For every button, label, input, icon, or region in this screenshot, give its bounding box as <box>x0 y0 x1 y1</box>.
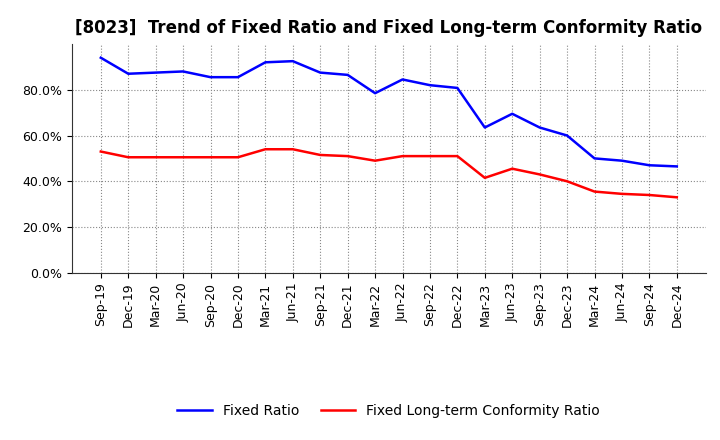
Fixed Ratio <box>508 111 516 117</box>
Line: Fixed Long-term Conformity Ratio: Fixed Long-term Conformity Ratio <box>101 149 677 197</box>
Fixed Long-term Conformity Ratio <box>453 154 462 159</box>
Fixed Ratio <box>590 156 599 161</box>
Fixed Long-term Conformity Ratio <box>179 154 187 160</box>
Fixed Ratio <box>261 60 270 65</box>
Fixed Long-term Conformity Ratio <box>96 149 105 154</box>
Fixed Ratio <box>96 55 105 60</box>
Fixed Ratio <box>179 69 187 74</box>
Legend: Fixed Ratio, Fixed Long-term Conformity Ratio: Fixed Ratio, Fixed Long-term Conformity … <box>172 399 606 424</box>
Fixed Ratio <box>645 163 654 168</box>
Line: Fixed Ratio: Fixed Ratio <box>101 58 677 166</box>
Fixed Long-term Conformity Ratio <box>398 154 407 159</box>
Fixed Ratio <box>398 77 407 82</box>
Title: [8023]  Trend of Fixed Ratio and Fixed Long-term Conformity Ratio: [8023] Trend of Fixed Ratio and Fixed Lo… <box>75 19 703 37</box>
Fixed Long-term Conformity Ratio <box>124 154 132 160</box>
Fixed Long-term Conformity Ratio <box>590 189 599 194</box>
Fixed Long-term Conformity Ratio <box>645 192 654 198</box>
Fixed Ratio <box>426 83 434 88</box>
Fixed Long-term Conformity Ratio <box>371 158 379 163</box>
Fixed Ratio <box>563 133 572 138</box>
Fixed Ratio <box>124 71 132 77</box>
Fixed Long-term Conformity Ratio <box>206 154 215 160</box>
Fixed Long-term Conformity Ratio <box>151 154 160 160</box>
Fixed Ratio <box>618 158 626 163</box>
Fixed Long-term Conformity Ratio <box>480 175 489 180</box>
Fixed Ratio <box>206 74 215 80</box>
Fixed Long-term Conformity Ratio <box>508 166 516 171</box>
Fixed Ratio <box>371 91 379 96</box>
Fixed Ratio <box>480 125 489 130</box>
Fixed Long-term Conformity Ratio <box>343 154 352 159</box>
Fixed Long-term Conformity Ratio <box>536 172 544 177</box>
Fixed Long-term Conformity Ratio <box>426 154 434 159</box>
Fixed Ratio <box>151 70 160 75</box>
Fixed Long-term Conformity Ratio <box>672 194 681 200</box>
Fixed Ratio <box>672 164 681 169</box>
Fixed Long-term Conformity Ratio <box>316 152 325 158</box>
Fixed Ratio <box>233 74 242 80</box>
Fixed Long-term Conformity Ratio <box>261 147 270 152</box>
Fixed Ratio <box>343 72 352 77</box>
Fixed Ratio <box>536 125 544 130</box>
Fixed Long-term Conformity Ratio <box>289 147 297 152</box>
Fixed Long-term Conformity Ratio <box>233 154 242 160</box>
Fixed Ratio <box>453 85 462 91</box>
Fixed Ratio <box>289 59 297 64</box>
Fixed Long-term Conformity Ratio <box>618 191 626 197</box>
Fixed Ratio <box>316 70 325 75</box>
Fixed Long-term Conformity Ratio <box>563 179 572 184</box>
